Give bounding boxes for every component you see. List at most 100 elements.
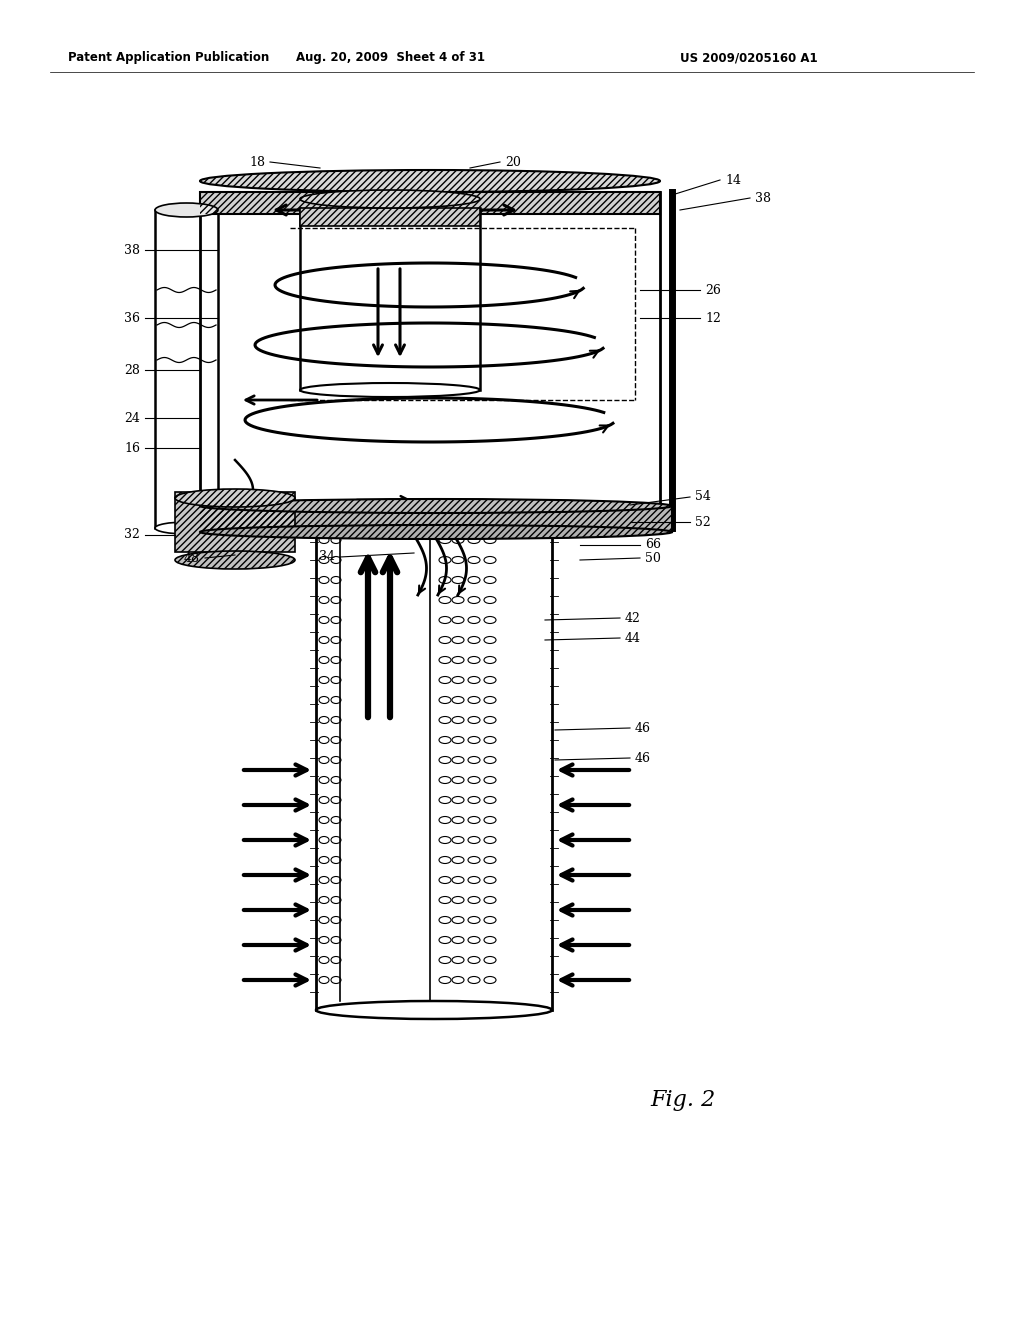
Ellipse shape bbox=[319, 957, 329, 964]
Text: 12: 12 bbox=[705, 312, 721, 325]
Ellipse shape bbox=[331, 536, 341, 544]
Ellipse shape bbox=[439, 977, 451, 983]
Ellipse shape bbox=[452, 977, 464, 983]
Ellipse shape bbox=[468, 896, 480, 903]
Ellipse shape bbox=[452, 597, 464, 603]
Text: 24: 24 bbox=[124, 412, 140, 425]
Ellipse shape bbox=[439, 837, 451, 843]
Ellipse shape bbox=[331, 957, 341, 964]
Ellipse shape bbox=[331, 616, 341, 623]
Text: 28: 28 bbox=[124, 363, 140, 376]
Ellipse shape bbox=[331, 697, 341, 704]
Ellipse shape bbox=[439, 817, 451, 824]
Ellipse shape bbox=[468, 636, 480, 644]
Ellipse shape bbox=[484, 597, 496, 603]
Ellipse shape bbox=[484, 616, 496, 623]
Ellipse shape bbox=[468, 577, 480, 583]
Ellipse shape bbox=[439, 636, 451, 644]
Ellipse shape bbox=[452, 756, 464, 763]
Ellipse shape bbox=[468, 977, 480, 983]
Ellipse shape bbox=[468, 857, 480, 863]
Ellipse shape bbox=[319, 796, 329, 804]
Bar bbox=[300, 209, 480, 226]
Ellipse shape bbox=[331, 977, 341, 983]
Ellipse shape bbox=[331, 577, 341, 583]
Ellipse shape bbox=[484, 636, 496, 644]
Ellipse shape bbox=[468, 557, 480, 564]
Ellipse shape bbox=[331, 557, 341, 564]
Ellipse shape bbox=[331, 837, 341, 843]
Ellipse shape bbox=[484, 837, 496, 843]
Ellipse shape bbox=[468, 776, 480, 784]
Ellipse shape bbox=[319, 776, 329, 784]
Bar bbox=[200, 506, 672, 532]
Bar bbox=[200, 191, 660, 214]
Ellipse shape bbox=[331, 796, 341, 804]
Bar bbox=[200, 506, 672, 532]
Ellipse shape bbox=[331, 756, 341, 763]
Ellipse shape bbox=[175, 488, 295, 507]
Ellipse shape bbox=[316, 1001, 552, 1019]
Ellipse shape bbox=[484, 756, 496, 763]
Ellipse shape bbox=[484, 557, 496, 564]
Text: Fig. 2: Fig. 2 bbox=[650, 1089, 715, 1111]
Text: 36: 36 bbox=[124, 312, 140, 325]
Text: 20: 20 bbox=[505, 156, 521, 169]
Ellipse shape bbox=[439, 936, 451, 944]
Ellipse shape bbox=[300, 190, 480, 209]
Text: 32: 32 bbox=[124, 528, 140, 541]
Text: 52: 52 bbox=[695, 516, 711, 528]
Ellipse shape bbox=[468, 676, 480, 684]
Bar bbox=[300, 209, 480, 226]
Ellipse shape bbox=[484, 817, 496, 824]
Ellipse shape bbox=[484, 776, 496, 784]
Ellipse shape bbox=[452, 876, 464, 883]
Ellipse shape bbox=[484, 796, 496, 804]
Ellipse shape bbox=[319, 837, 329, 843]
Ellipse shape bbox=[331, 737, 341, 743]
Ellipse shape bbox=[439, 876, 451, 883]
Ellipse shape bbox=[439, 957, 451, 964]
Ellipse shape bbox=[484, 857, 496, 863]
Ellipse shape bbox=[319, 916, 329, 924]
Ellipse shape bbox=[319, 597, 329, 603]
Ellipse shape bbox=[331, 656, 341, 664]
Ellipse shape bbox=[468, 817, 480, 824]
Ellipse shape bbox=[484, 536, 496, 544]
Ellipse shape bbox=[319, 676, 329, 684]
Ellipse shape bbox=[319, 737, 329, 743]
Ellipse shape bbox=[319, 536, 329, 544]
Ellipse shape bbox=[439, 557, 451, 564]
Ellipse shape bbox=[452, 616, 464, 623]
Text: 50: 50 bbox=[645, 552, 660, 565]
Ellipse shape bbox=[319, 656, 329, 664]
Ellipse shape bbox=[331, 636, 341, 644]
Text: 66: 66 bbox=[645, 539, 662, 552]
Text: 34: 34 bbox=[319, 550, 335, 564]
Ellipse shape bbox=[452, 656, 464, 664]
Ellipse shape bbox=[468, 876, 480, 883]
Text: Aug. 20, 2009  Sheet 4 of 31: Aug. 20, 2009 Sheet 4 of 31 bbox=[296, 51, 484, 65]
Bar bbox=[200, 191, 660, 214]
Ellipse shape bbox=[468, 936, 480, 944]
Ellipse shape bbox=[319, 857, 329, 863]
Text: 14: 14 bbox=[725, 173, 741, 186]
Ellipse shape bbox=[484, 876, 496, 883]
Text: 44: 44 bbox=[625, 631, 641, 644]
Ellipse shape bbox=[331, 676, 341, 684]
Ellipse shape bbox=[484, 697, 496, 704]
Ellipse shape bbox=[468, 916, 480, 924]
Ellipse shape bbox=[452, 717, 464, 723]
Text: 38: 38 bbox=[755, 191, 771, 205]
Ellipse shape bbox=[468, 597, 480, 603]
Ellipse shape bbox=[452, 957, 464, 964]
Ellipse shape bbox=[484, 936, 496, 944]
Text: 38: 38 bbox=[124, 243, 140, 256]
Ellipse shape bbox=[484, 916, 496, 924]
Ellipse shape bbox=[452, 577, 464, 583]
Ellipse shape bbox=[484, 656, 496, 664]
Ellipse shape bbox=[439, 916, 451, 924]
Ellipse shape bbox=[484, 957, 496, 964]
Ellipse shape bbox=[468, 656, 480, 664]
Ellipse shape bbox=[319, 896, 329, 903]
